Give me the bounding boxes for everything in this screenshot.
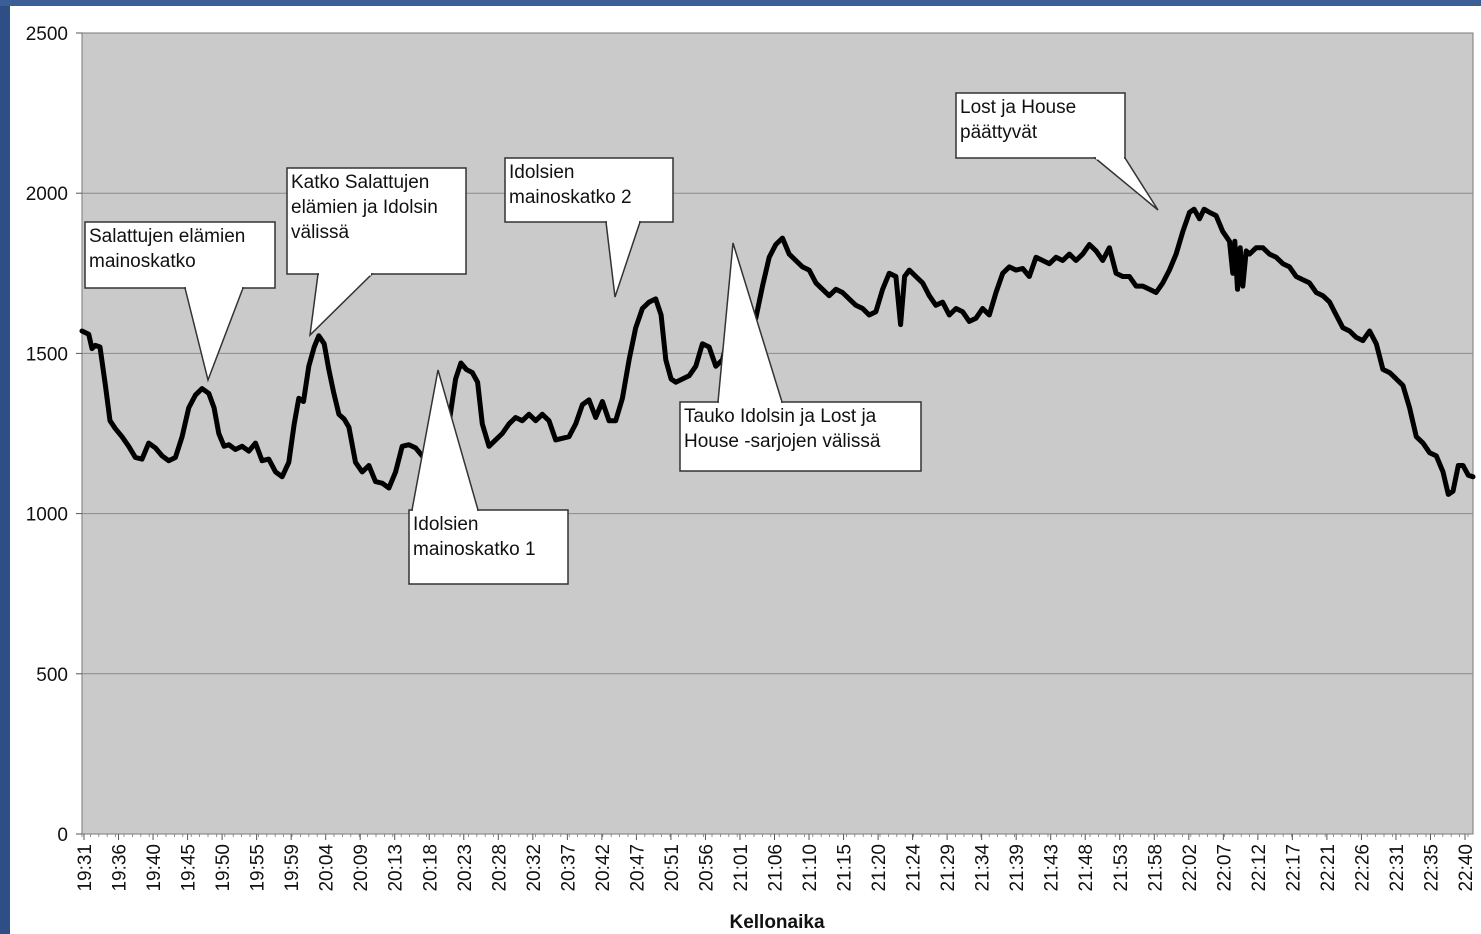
slide-left-border (0, 0, 10, 934)
x-tick-label: 22:31 (1387, 844, 1408, 892)
x-tick-label: 21:06 (766, 844, 787, 892)
annotation-callout: Lost ja House päättyvät (955, 92, 1159, 211)
x-tick-label: 22:07 (1214, 844, 1235, 892)
annotation-callout: Idolsien mainoskatko 2 (504, 157, 674, 298)
x-tick-label: 19:55 (248, 844, 269, 892)
x-tick-label: 20:23 (455, 844, 476, 892)
annotation-box (286, 167, 467, 275)
y-tick-label: 0 (57, 825, 68, 846)
annotation-callout: Idolsien mainoskatko 1 (408, 369, 569, 585)
annotation-box (955, 92, 1126, 159)
annotation-text: Salattujen elämien (89, 226, 245, 247)
x-tick-label: 20:56 (696, 844, 717, 892)
x-tick-label: 22:21 (1318, 844, 1339, 892)
annotation-text: Tauko Idolsin ja Lost ja (684, 406, 877, 427)
x-tick-label: 20:04 (317, 844, 338, 892)
annotation-text: päättyvät (960, 122, 1038, 143)
x-axis-label: Kellonaika (729, 912, 824, 933)
annotation-box (504, 157, 674, 223)
annotation-text: Katko Salattujen (291, 172, 429, 193)
x-tick-label: 19:45 (179, 844, 200, 892)
slide-top-border (0, 0, 1481, 6)
x-tick-label: 20:47 (627, 844, 648, 892)
annotation-box (408, 509, 569, 585)
x-tick-label: 22:02 (1180, 844, 1201, 892)
annotation-text: Idolsien (509, 162, 575, 183)
y-tick-label: 500 (36, 665, 68, 686)
annotation-callout: Salattujen elämien mainoskatko (84, 221, 276, 383)
x-tick-label: 21:34 (973, 844, 994, 892)
x-tick-label: 19:36 (110, 844, 131, 892)
x-tick-label: 21:43 (1042, 844, 1063, 892)
x-tick-label: 19:31 (75, 844, 96, 892)
x-tick-label: 19:59 (282, 844, 303, 892)
x-tick-label: 22:40 (1456, 844, 1477, 892)
x-tick-label: 20:09 (351, 844, 372, 892)
x-tick-label: 20:42 (593, 844, 614, 892)
annotation-text: House -sarjojen välissä (684, 431, 881, 452)
y-tick-label: 2000 (26, 184, 68, 205)
x-tick-label: 20:28 (489, 844, 510, 892)
annotation-text: Lost ja House (960, 97, 1076, 118)
x-tick-label: 21:01 (731, 844, 752, 892)
x-tick-label: 21:53 (1111, 844, 1132, 892)
x-tick-label: 21:29 (938, 844, 959, 892)
x-tick-label: 19:40 (144, 844, 165, 892)
x-tick-label: 21:39 (1007, 844, 1028, 892)
x-tick-label: 21:20 (869, 844, 890, 892)
annotation-box (84, 221, 276, 289)
annotation-text: mainoskatko (89, 251, 196, 272)
x-tick-label: 21:48 (1076, 844, 1097, 892)
x-tick-label: 22:12 (1249, 844, 1270, 892)
y-tick-label: 1000 (26, 505, 68, 526)
x-tick-label: 21:58 (1145, 844, 1166, 892)
x-tick-label: 19:50 (213, 844, 234, 892)
annotation-callout: Tauko Idolsin ja Lost ja House -sarjojen … (679, 242, 922, 472)
annotation-box (679, 401, 922, 472)
x-tick-label: 20:37 (558, 844, 579, 892)
annotation-text: mainoskatko 1 (413, 539, 536, 560)
annotation-callout: Katko Salattujen elämien ja Idolsin väliss… (286, 167, 467, 338)
x-tick-label: 21:24 (904, 844, 925, 892)
x-tick-label: 21:15 (835, 844, 856, 892)
x-tick-label: 20:18 (420, 844, 441, 892)
x-tick-label: 20:51 (662, 844, 683, 892)
series-line (79, 206, 1476, 497)
annotation-text: välissä (291, 222, 350, 243)
annotation-text: Idolsien (413, 514, 479, 535)
y-tick-label: 1500 (26, 344, 68, 365)
x-tick-label: 20:32 (524, 844, 545, 892)
x-tick-label: 22:26 (1352, 844, 1373, 892)
annotation-text: elämien ja Idolsin (291, 197, 438, 218)
x-tick-label: 22:35 (1421, 844, 1442, 892)
annotation-text: mainoskatko 2 (509, 187, 632, 208)
x-tick-label: 22:17 (1283, 844, 1304, 892)
x-tick-label: 21:10 (800, 844, 821, 892)
x-tick-label: 20:13 (386, 844, 407, 892)
y-tick-label: 2500 (26, 24, 68, 45)
